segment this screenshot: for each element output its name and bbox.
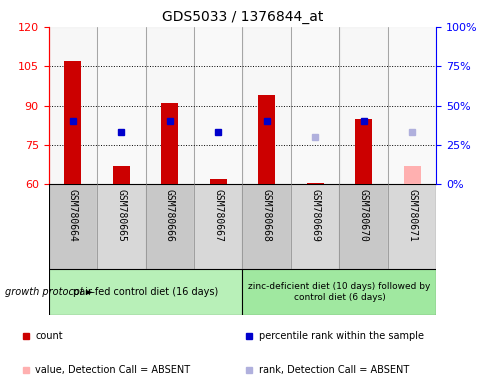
Text: GSM780665: GSM780665 (116, 189, 126, 242)
Bar (242, 27, 290, 184)
Bar (354, 119, 371, 184)
Bar (290, 184, 339, 269)
Title: GDS5033 / 1376844_at: GDS5033 / 1376844_at (162, 10, 322, 25)
Bar (48, 269, 242, 315)
Bar (194, 184, 242, 269)
Text: value, Detection Call = ABSENT: value, Detection Call = ABSENT (35, 365, 190, 375)
Text: GSM780667: GSM780667 (213, 189, 223, 242)
Bar (97, 184, 145, 269)
Text: GSM780671: GSM780671 (407, 189, 416, 242)
Bar (97, 27, 145, 184)
Bar (387, 184, 436, 269)
Bar (112, 166, 129, 184)
Bar (194, 27, 242, 184)
Bar (290, 27, 339, 184)
Bar (257, 95, 274, 184)
Bar (145, 184, 194, 269)
Text: GSM780670: GSM780670 (358, 189, 368, 242)
Bar (64, 61, 81, 184)
Bar (306, 183, 323, 184)
Bar (242, 184, 290, 269)
Text: GSM780669: GSM780669 (310, 189, 319, 242)
Bar (48, 184, 97, 269)
Text: GSM780664: GSM780664 (68, 189, 77, 242)
Text: percentile rank within the sample: percentile rank within the sample (258, 331, 423, 341)
Bar (387, 27, 436, 184)
Bar (339, 27, 387, 184)
Text: zinc-deficient diet (10 days) followed by
control diet (6 days): zinc-deficient diet (10 days) followed b… (248, 282, 430, 301)
Text: GSM780666: GSM780666 (165, 189, 174, 242)
Text: growth protocol ►: growth protocol ► (5, 287, 93, 297)
Bar (145, 27, 194, 184)
Bar (48, 27, 97, 184)
Text: GSM780668: GSM780668 (261, 189, 271, 242)
Bar (161, 103, 178, 184)
Bar (209, 179, 226, 184)
Bar (242, 269, 436, 315)
Text: rank, Detection Call = ABSENT: rank, Detection Call = ABSENT (258, 365, 408, 375)
Text: pair-fed control diet (16 days): pair-fed control diet (16 days) (73, 287, 218, 297)
Bar (403, 166, 420, 184)
Text: count: count (35, 331, 63, 341)
Bar (339, 184, 387, 269)
